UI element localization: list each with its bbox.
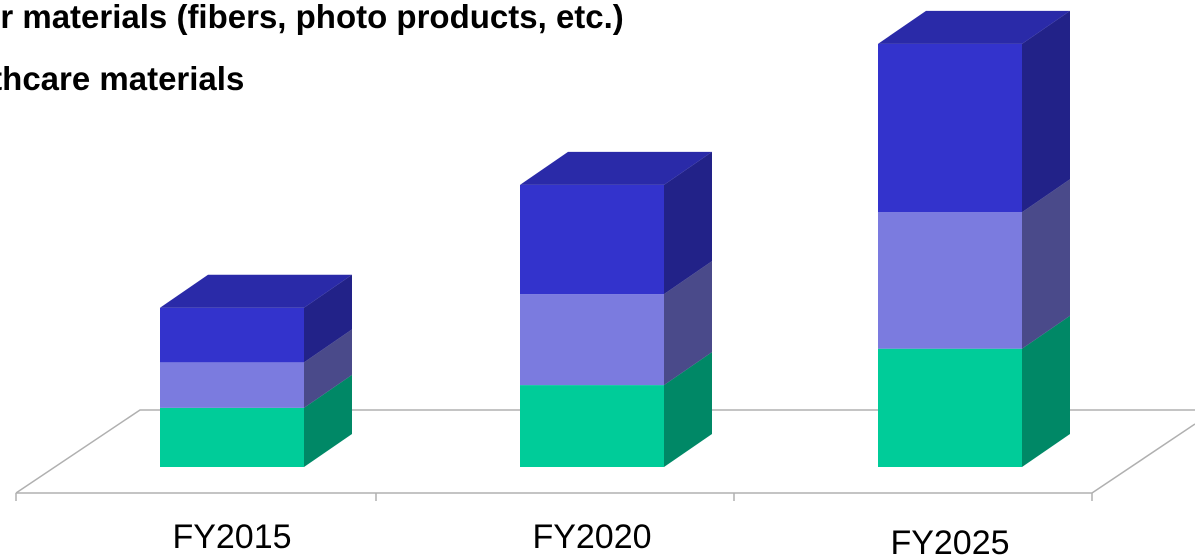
bar-segment-lavender xyxy=(878,212,1022,349)
bar-segment-lavender xyxy=(160,362,304,408)
floor-back-edge xyxy=(15,409,1195,494)
bar-segment-lavender xyxy=(520,294,664,386)
bar-top-face xyxy=(520,151,712,185)
category-label-fy2020: FY2020 xyxy=(532,518,651,556)
bar-segment-side-blue xyxy=(1022,10,1070,213)
bar-segment-side-lavender xyxy=(304,329,352,408)
bar-segment-blue xyxy=(160,307,304,363)
bar-segment-side-lavender xyxy=(664,261,712,386)
bar-segment-green xyxy=(520,385,664,467)
bar-segment-side-lavender xyxy=(1022,179,1070,349)
bar-top-face xyxy=(160,274,352,308)
bar-segment-green xyxy=(160,407,304,467)
category-label-fy2015: FY2015 xyxy=(172,518,291,556)
bar-stack-fy2020 xyxy=(520,151,712,467)
chart-floor xyxy=(15,409,1195,501)
bar-segment-side-green xyxy=(664,352,712,467)
bar-stack-fy2025 xyxy=(878,10,1070,467)
bar-segment-side-green xyxy=(1022,315,1070,467)
legend-entry-other-materials: er materials (fibers, photo products, et… xyxy=(0,0,624,35)
category-label-fy2025: FY2025 xyxy=(890,524,1009,558)
bar-segment-blue xyxy=(878,43,1022,213)
chart-bars xyxy=(160,10,1070,467)
bar-segment-green xyxy=(878,348,1022,467)
legend-entry-healthcare-materials: lthcare materials xyxy=(0,60,245,97)
bar-segment-side-blue xyxy=(304,274,352,363)
category-labels: FY2015 FY2020 FY2025 xyxy=(172,518,1009,558)
bar-segment-blue xyxy=(520,184,664,295)
bar-segment-side-green xyxy=(304,374,352,467)
bar-segment-side-blue xyxy=(664,151,712,295)
bar-stack-fy2015 xyxy=(160,274,352,467)
bar-top-face xyxy=(878,10,1070,44)
